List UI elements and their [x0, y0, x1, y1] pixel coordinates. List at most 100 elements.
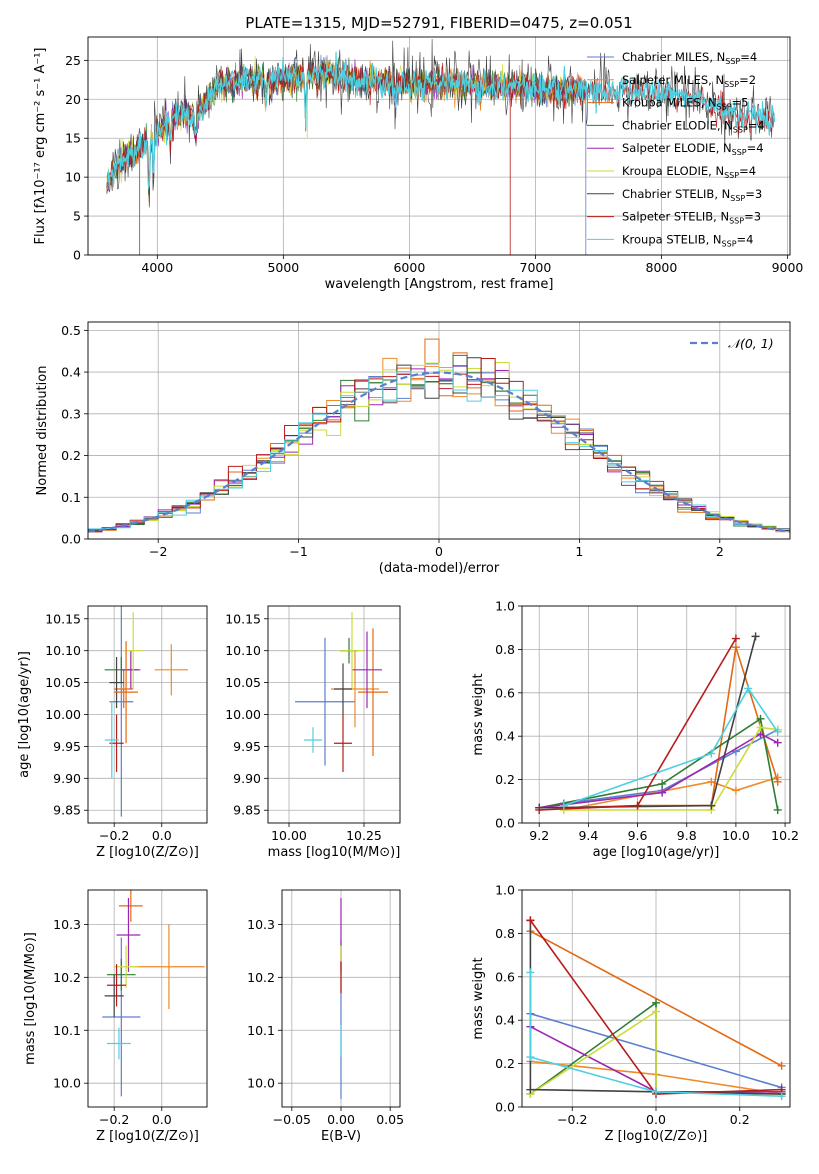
y-tick-label: 0.0 — [495, 816, 515, 831]
age_vs_mass-point — [352, 631, 382, 709]
age-vs-mass-chart: 10.00 10.25 9.85 9.90 9.95 10.00 10.05 10.10 10.… — [225, 605, 401, 860]
normal-curve — [88, 371, 790, 533]
mass-weight-vs-metallicity-chart: −0.2 0.0 0.2 0.0 0.2 0.4 0.6 0.8 1.0 Z [log10(Z/Z… — [471, 883, 791, 1144]
age_vs_mass-point — [334, 714, 352, 772]
y-tick-label: 10.15 — [225, 611, 261, 626]
x-axis-label: mass [log10(M/M⊙)] — [268, 845, 401, 860]
x-axis-label: wavelength [Angstrom, rest frame] — [325, 277, 554, 292]
series-marker — [773, 777, 782, 786]
age_vs_mass-point — [358, 628, 388, 756]
age_vs_Z-point — [109, 606, 134, 817]
y-tick-label: 5 — [73, 209, 81, 224]
age_vs_mass-plot-area — [295, 612, 388, 772]
mass-vs-extinction-chart: −0.05 0.00 0.05 10.0 10.1 10.2 10.3 E(B-V) — [247, 889, 404, 1144]
spectrum-chart: 4000 5000 6000 7000 8000 9000 0 5 10 15 20 25 wavele… — [33, 14, 803, 292]
y-tick-label: 15 — [65, 131, 81, 146]
age_vs_mass-point — [295, 637, 355, 766]
mass_vs_Z-frame — [87, 889, 208, 1108]
legend-label: Chabrier STELIB, NSSP=3 — [622, 187, 762, 203]
y-tick-label: 0.0 — [495, 1100, 515, 1115]
series-marker — [535, 805, 544, 814]
series-marker — [633, 801, 642, 810]
chart-title: PLATE=1315, MJD=52791, FIBERID=0475, z=0… — [245, 14, 632, 32]
y-tick-label: 20 — [65, 92, 81, 107]
y-tick-label: 0.8 — [495, 926, 515, 941]
residuals-plot-area — [88, 338, 790, 533]
y-tick-label: 0.0 — [61, 532, 81, 547]
series-marker — [756, 714, 765, 723]
mass_vs_Z-plot-area — [102, 890, 205, 1097]
y-tick-label: 10.1 — [53, 1023, 81, 1038]
series-marker — [756, 723, 765, 732]
mass_vs_Z-grid — [88, 890, 207, 1107]
spectrum-frame — [87, 36, 791, 256]
x-tick-label: 6000 — [393, 260, 425, 275]
series-marker — [658, 788, 667, 797]
series-marker — [707, 749, 716, 758]
x-tick-label: −0.2 — [99, 1112, 129, 1127]
x-tick-label: −0.2 — [99, 828, 129, 843]
residuals-frame — [87, 321, 791, 540]
mass_vs_Z-point — [114, 945, 138, 988]
x-tick-label: 9.8 — [677, 828, 697, 843]
x-axis-label: age [log10(age/yr)] — [593, 845, 720, 860]
x-tick-label: 9000 — [772, 260, 804, 275]
x-tick-label: 0 — [435, 544, 443, 559]
mass_vs_Z-point — [107, 964, 127, 1007]
mass_weight_vs_Z-frame — [521, 889, 791, 1108]
y-tick-label: 0.1 — [61, 490, 81, 505]
y-tick-label: 0.4 — [495, 729, 515, 744]
y-axis-label: age [log10(age/yr)] — [17, 651, 32, 778]
y-tick-label: 25 — [65, 53, 81, 68]
y-tick-label: 10.0 — [53, 1076, 81, 1091]
series-marker — [526, 968, 535, 977]
y-tick-label: 0.2 — [61, 448, 81, 463]
legend-label: Salpeter MILES, NSSP=2 — [622, 73, 756, 89]
x-axis-label: (data-model)/error — [379, 561, 500, 576]
y-axis-label: Normed distribution — [35, 366, 50, 496]
x-tick-label: −1 — [289, 544, 307, 559]
y-tick-label: 10.10 — [225, 643, 261, 658]
series-marker — [526, 1085, 535, 1094]
age_vs_Z-point — [121, 650, 141, 689]
legend-label: Salpeter STELIB, NSSP=3 — [622, 210, 761, 226]
y-tick-label: 10.00 — [225, 707, 261, 722]
y-axis-label: mass [log10(M/M⊙)] — [23, 932, 38, 1065]
y-tick-label: 1.0 — [495, 883, 515, 898]
y-axis-label: mass weight — [471, 957, 486, 1039]
mass_vs_Z-point — [107, 1027, 131, 1060]
y-tick-label: 9.90 — [233, 771, 261, 786]
y-tick-label: 10.05 — [45, 675, 81, 690]
mass-vs-metallicity-chart: −0.2 0.0 10.0 10.1 10.2 10.3 Z [log10(Z/Z⊙)] ma… — [23, 889, 208, 1144]
series-marker — [707, 801, 716, 810]
series-marker — [773, 738, 782, 747]
x-tick-label: 0.2 — [730, 1112, 750, 1127]
spectrum-series-8 — [106, 51, 776, 190]
y-tick-label: 1.0 — [495, 599, 515, 614]
mass_vs_Z-point — [116, 897, 141, 973]
y-tick-label: 0.4 — [495, 1013, 515, 1028]
y-tick-label: 9.95 — [53, 739, 81, 754]
legend-label: Salpeter ELODIE, NSSP=4 — [622, 141, 764, 157]
y-tick-label: 10.3 — [247, 917, 275, 932]
series-marker — [731, 786, 740, 795]
y-tick-label: 10.15 — [45, 611, 81, 626]
x-tick-label: 10.00 — [271, 828, 307, 843]
mass_weight_vs_Z-plot-area — [526, 916, 786, 1101]
mass_vs_Z-point — [104, 974, 124, 1018]
y-tick-label: 0.5 — [61, 323, 81, 338]
legend-label: Chabrier ELODIE, NSSP=4 — [622, 118, 765, 134]
y-tick-label: 10.05 — [225, 675, 261, 690]
y-tick-label: 9.85 — [233, 803, 261, 818]
series-marker — [707, 777, 716, 786]
legend-label: Kroupa STELIB, NSSP=4 — [622, 232, 753, 248]
mass_vs_Z-point — [118, 890, 143, 922]
x-tick-label: 8000 — [646, 260, 678, 275]
age_vs_mass-point — [334, 663, 352, 715]
age_vs_Z-point — [109, 657, 124, 709]
y-tick-label: 0.8 — [495, 642, 515, 657]
y-tick-label: 10.00 — [45, 707, 81, 722]
age_vs_mass-grid — [268, 606, 400, 823]
x-tick-label: −0.05 — [273, 1112, 311, 1127]
